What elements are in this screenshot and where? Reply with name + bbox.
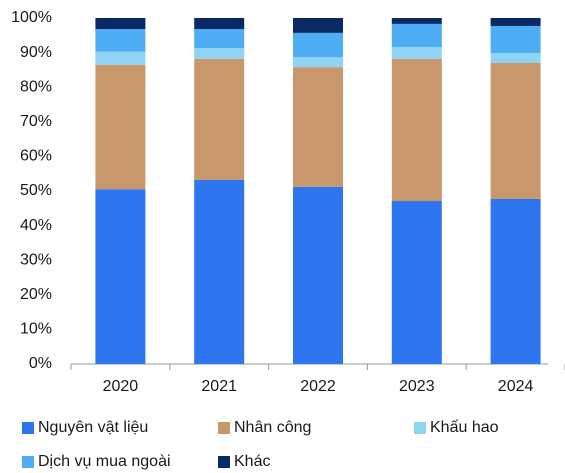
bar-segment xyxy=(293,32,343,58)
bar-segment xyxy=(95,189,146,364)
legend-swatch xyxy=(22,456,34,468)
x-tick-label: 2023 xyxy=(399,378,435,395)
bar-segment xyxy=(194,48,245,59)
bar-segment xyxy=(490,25,541,53)
y-tick-label: 50% xyxy=(20,182,52,199)
bar-segment xyxy=(391,58,442,202)
x-tick-label: 2021 xyxy=(201,378,237,395)
bar-segment xyxy=(95,64,146,190)
y-tick-label: 40% xyxy=(20,217,52,234)
bar-segment xyxy=(293,57,343,68)
legend-label: Nhân công xyxy=(234,419,311,436)
y-tick-label: 70% xyxy=(20,113,52,130)
bar-segment xyxy=(194,18,245,30)
bar-segment xyxy=(194,58,245,180)
bar-segment xyxy=(490,18,541,26)
legend-label: Khấu hao xyxy=(430,419,499,436)
x-tick-label: 2020 xyxy=(103,378,139,395)
bar-segment xyxy=(194,29,245,49)
y-tick-label: 80% xyxy=(20,78,52,95)
bar-segment xyxy=(194,179,245,364)
legend-swatch xyxy=(414,422,426,434)
y-tick-label: 10% xyxy=(20,321,52,338)
x-tick-label: 2024 xyxy=(498,378,534,395)
bar-segment xyxy=(490,198,541,364)
bar-segment xyxy=(95,18,146,30)
bar-segment xyxy=(391,23,442,48)
y-tick-label: 0% xyxy=(29,355,52,372)
bar-segment xyxy=(391,47,442,59)
legend-swatch xyxy=(22,422,34,434)
y-tick-label: 60% xyxy=(20,148,52,165)
y-tick-label: 100% xyxy=(11,9,52,26)
bar-segment xyxy=(95,51,146,65)
bar-segment xyxy=(293,186,343,364)
legend-label: Dịch vụ mua ngoài xyxy=(38,453,171,470)
bar-segment xyxy=(490,62,541,199)
legend-label: Khác xyxy=(234,453,270,470)
legend-label: Nguyên vật liệu xyxy=(38,419,148,436)
y-tick-label: 90% xyxy=(20,44,52,61)
bar-segment xyxy=(391,18,442,24)
bar-segment xyxy=(293,18,343,33)
bar-segment xyxy=(490,52,541,63)
x-tick-label: 2022 xyxy=(300,378,336,395)
legend-swatch xyxy=(218,422,230,434)
y-tick-label: 30% xyxy=(20,251,52,268)
bar-segment xyxy=(391,201,442,364)
bar-segment xyxy=(293,67,343,187)
legend-swatch xyxy=(218,456,230,468)
bar-segment xyxy=(95,29,146,52)
y-tick-label: 20% xyxy=(20,286,52,303)
